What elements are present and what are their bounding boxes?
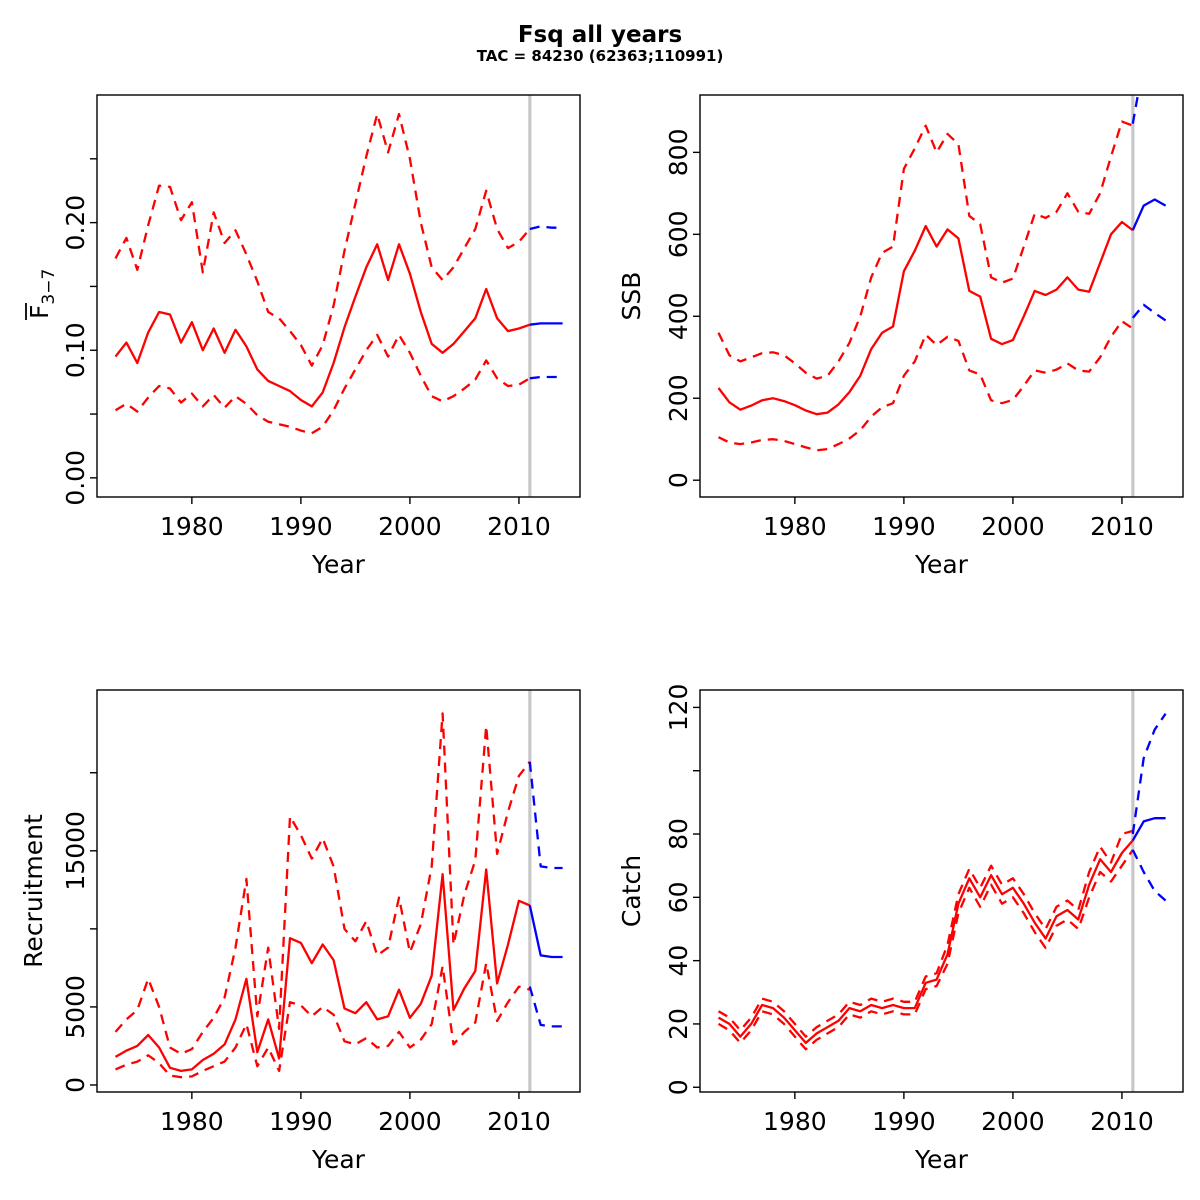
panel-series-recruitment bbox=[114, 712, 563, 1079]
y-tick-label: 5000 bbox=[61, 975, 90, 1039]
catch-ci-lower-historical-line bbox=[717, 849, 1134, 1051]
y-axis-title-text: F3−7 bbox=[25, 269, 59, 319]
x-tick-label: 1990 bbox=[269, 512, 333, 541]
ssb-ci-lower-forecast-line bbox=[1131, 303, 1167, 322]
x-tick-label: 2010 bbox=[1090, 1107, 1154, 1136]
ssb-median-historical-line bbox=[717, 220, 1134, 416]
ssb-ci-lower-historical-line bbox=[717, 320, 1134, 452]
chart-subtitle: TAC = 84230 (62363;110991) bbox=[476, 47, 724, 65]
catch-ci-upper-forecast-line bbox=[1131, 713, 1167, 835]
x-tick-label: 1980 bbox=[160, 512, 224, 541]
y-tick-label: 800 bbox=[664, 129, 693, 177]
ssb-ci-upper-historical-line bbox=[717, 120, 1134, 380]
recruitment-ci-lower-historical-line bbox=[115, 962, 531, 1079]
plot-box-f bbox=[96, 94, 581, 498]
panel-recruitment: 1980 1990 2000 2010 0 5000 15000 Year Recruitmen… bbox=[19, 689, 581, 1174]
x-tick-label: 2010 bbox=[487, 512, 551, 541]
y-axis-title-text: Catch bbox=[617, 855, 646, 927]
x-tick-label: 2000 bbox=[981, 512, 1045, 541]
y-tick-label: 200 bbox=[664, 374, 693, 422]
y-axis-title-text: SSB bbox=[617, 272, 646, 321]
x-tick-label: 1980 bbox=[763, 1107, 827, 1136]
y-tick-label: 60 bbox=[664, 881, 693, 913]
f-ci-lower-forecast-line bbox=[529, 375, 563, 380]
ssb-ci-upper-forecast-line bbox=[1131, 95, 1140, 124]
y-tick-label: 0.20 bbox=[61, 195, 90, 251]
x-tick-label: 1990 bbox=[269, 1107, 333, 1136]
f-ci-upper-historical-line bbox=[114, 112, 531, 367]
y-tick-label: 120 bbox=[664, 684, 693, 732]
recruitment-ci-upper-historical-line bbox=[114, 712, 531, 1055]
catch-median-historical-line bbox=[717, 839, 1134, 1045]
y-tick-label: 80 bbox=[664, 818, 693, 850]
y-axis-title-recruitment: Recruitment bbox=[19, 814, 48, 968]
catch-median-forecast-line bbox=[1131, 817, 1166, 841]
y-axis-title-text: Recruitment bbox=[19, 814, 48, 968]
x-tick-label: 2000 bbox=[378, 512, 442, 541]
x-tick-label: 2010 bbox=[487, 1107, 551, 1136]
x-tick-label: 2000 bbox=[378, 1107, 442, 1136]
recruitment-ci-upper-forecast-line bbox=[528, 761, 563, 870]
recruitment-median-historical-line bbox=[114, 868, 531, 1073]
y-tick-label: 600 bbox=[664, 210, 693, 258]
catch-ci-upper-historical-line bbox=[717, 829, 1134, 1038]
plot-box-ssb bbox=[699, 94, 1184, 498]
y-tick-label: 0 bbox=[61, 1077, 90, 1093]
panel-series-f bbox=[114, 112, 563, 435]
panel-ssb: 1980 1990 2000 2010 0 200 400 600 800 Year SSB bbox=[617, 94, 1184, 579]
y-tick-label: 0.10 bbox=[61, 322, 90, 378]
panel-series-catch bbox=[717, 713, 1167, 1051]
recruitment-median-forecast-line bbox=[528, 905, 563, 959]
y-tick-label: 0 bbox=[664, 1079, 693, 1095]
panel-catch: 1980 1990 2000 2010 0 20 40 60 80 120 Year Catch bbox=[617, 684, 1184, 1174]
y-tick-label: 20 bbox=[664, 1008, 693, 1040]
x-axis-title-catch: Year bbox=[914, 1145, 969, 1174]
panel-f: 1980 1990 2000 2010 0.00 0.10 0.20 Year F3−7 bbox=[25, 94, 581, 579]
plot-box-recruitment bbox=[96, 689, 581, 1093]
plot-box-catch bbox=[699, 689, 1184, 1093]
x-axis-title-ssb: Year bbox=[914, 550, 969, 579]
y-axis-title-ssb: SSB bbox=[617, 272, 646, 321]
x-tick-label: 2000 bbox=[981, 1107, 1045, 1136]
y-tick-label: 0 bbox=[664, 472, 693, 488]
catch-ci-lower-forecast-line bbox=[1131, 849, 1167, 902]
y-tick-label: 40 bbox=[664, 945, 693, 977]
y-tick-label: 400 bbox=[664, 292, 693, 340]
panel-series-ssb bbox=[717, 95, 1167, 452]
x-tick-label: 1980 bbox=[763, 512, 827, 541]
y-axis-title-f: F3−7 bbox=[25, 269, 59, 320]
chart-title: Fsq all years bbox=[517, 22, 683, 48]
x-tick-label: 1980 bbox=[160, 1107, 224, 1136]
y-tick-label: 15000 bbox=[61, 811, 90, 891]
y-axis-title-catch: Catch bbox=[617, 855, 646, 927]
y-tick-label: 0.00 bbox=[61, 450, 90, 506]
ssb-median-forecast-line bbox=[1131, 198, 1167, 231]
x-axis-title-f: Year bbox=[311, 550, 366, 579]
x-axis-title-recruitment: Year bbox=[311, 1145, 366, 1174]
x-tick-label: 1990 bbox=[872, 512, 936, 541]
f-ci-lower-historical-line bbox=[114, 333, 531, 435]
f-ci-upper-forecast-line bbox=[529, 225, 563, 231]
recruitment-ci-lower-forecast-line bbox=[528, 986, 563, 1028]
f-median-historical-line bbox=[114, 243, 531, 408]
x-tick-label: 1990 bbox=[872, 1107, 936, 1136]
x-tick-label: 2010 bbox=[1090, 512, 1154, 541]
f-median-forecast-line bbox=[529, 322, 563, 326]
